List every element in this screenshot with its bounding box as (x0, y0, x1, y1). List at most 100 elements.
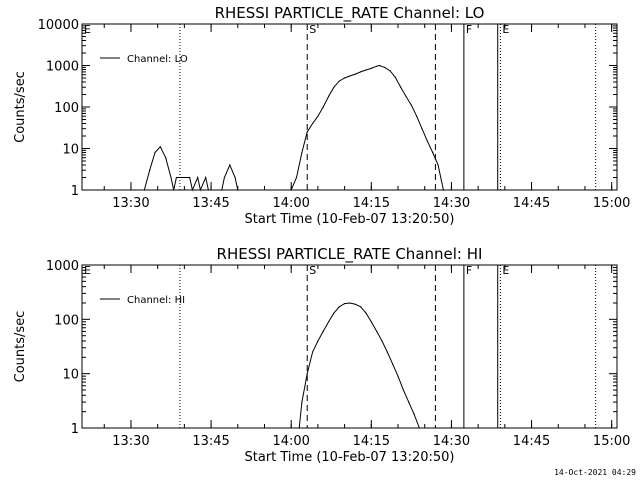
data-point (306, 373, 308, 375)
y-axis-label: Counts/sec (13, 311, 28, 383)
data-point (149, 169, 151, 171)
data-point (301, 151, 303, 154)
chart-title: RHESSI PARTICLE_RATE Channel: HI (217, 245, 483, 264)
data-point (408, 401, 410, 403)
data-point (306, 131, 308, 133)
data-point (376, 65, 378, 67)
data-point (437, 164, 439, 166)
data-point (223, 176, 225, 179)
data-point (405, 95, 407, 97)
data-point (426, 140, 428, 142)
data-point (418, 427, 420, 429)
data-point (199, 189, 201, 191)
data-point (298, 427, 300, 429)
y-tick-label: 1000 (46, 259, 79, 274)
x-tick-label: 15:00 (593, 196, 630, 211)
data-point (234, 176, 236, 179)
event-marker-f: F (466, 23, 472, 36)
data-point (416, 115, 418, 117)
x-tick-label: 13:45 (192, 434, 229, 449)
x-tick-label: 14:15 (353, 434, 390, 449)
generation-timestamp: 14-Oct-2021 04:29 (554, 468, 636, 477)
chart-title: RHESSI PARTICLE_RATE Channel: LO (215, 4, 485, 23)
data-point (317, 340, 319, 342)
event-marker-e: E (84, 264, 91, 277)
data-point (165, 157, 167, 159)
chart-panel-lo: RHESSI PARTICLE_RATE Channel: LO 13:30 13:… (13, 4, 630, 227)
data-point (402, 389, 404, 391)
data-point (370, 321, 372, 323)
x-axis-label: Start Time (10-Feb-07 13:20:50) (245, 450, 455, 465)
data-point (312, 122, 314, 125)
x-tick-label: 13:30 (112, 196, 149, 211)
data-point (370, 67, 372, 69)
data-point (354, 303, 356, 305)
data-point (175, 176, 177, 179)
data-point (376, 330, 378, 332)
x-tick-label: 14:45 (513, 196, 550, 211)
data-point (365, 69, 367, 71)
data-point (237, 189, 239, 191)
data-point (394, 76, 396, 78)
x-tick-label: 15:00 (593, 434, 630, 449)
data-point (421, 128, 423, 130)
data-point (333, 86, 335, 88)
legend-entry: Channel: HI (127, 295, 185, 306)
x-tick-label: 14:30 (433, 434, 470, 449)
x-tick-label: 14:30 (433, 196, 470, 211)
plot-frame (81, 23, 618, 191)
data-point (389, 70, 391, 72)
data-point (229, 164, 231, 166)
data-point (143, 189, 145, 191)
y-tick-label: 1 (71, 422, 79, 437)
data-point (221, 189, 223, 191)
data-point (365, 312, 367, 314)
y-axis-label: Counts/sec (13, 71, 28, 143)
data-point (189, 176, 191, 179)
data-point (191, 189, 193, 191)
data-point (349, 75, 351, 77)
series-line-channel-lo (143, 64, 444, 192)
y-tick-label: 10000 (38, 18, 79, 33)
series-line-channel-hi (298, 302, 420, 429)
data-point (413, 413, 415, 415)
legend-entry: Channel: LO (127, 54, 188, 65)
data-point (205, 176, 207, 179)
data-point (197, 176, 199, 179)
data-point (386, 351, 388, 353)
plot-frame (81, 264, 618, 429)
event-marker-e: E (84, 23, 91, 36)
data-point (360, 71, 362, 73)
chart-panel-hi: RHESSI PARTICLE_RATE Channel: HI 13:30 13:… (13, 245, 630, 465)
data-point (349, 302, 351, 304)
data-point (400, 86, 402, 88)
y-tick-label: 1 (71, 184, 79, 199)
y-tick-label: 10 (62, 143, 79, 158)
data-point (410, 104, 412, 106)
event-marker-e: E (502, 264, 509, 277)
x-tick-label: 14:45 (513, 434, 550, 449)
data-point (159, 146, 161, 148)
x-tick-label: 14:00 (272, 196, 309, 211)
x-axis-label: Start Time (10-Feb-07 13:20:50) (245, 212, 455, 227)
event-marker-s: S (309, 23, 316, 36)
data-point (328, 95, 330, 97)
y-tick-label: 100 (54, 313, 79, 328)
data-point (397, 375, 399, 377)
data-point (378, 64, 380, 67)
data-point (333, 312, 335, 314)
data-point (207, 189, 209, 191)
event-marker-e: E (502, 23, 509, 36)
data-point (312, 351, 314, 353)
data-point (354, 73, 356, 75)
y-tick-label: 10 (62, 368, 79, 383)
data-point (432, 151, 434, 154)
x-tick-label: 13:30 (112, 434, 149, 449)
data-point (344, 77, 346, 79)
data-point (344, 303, 346, 305)
event-marker-s: S (309, 264, 316, 277)
data-point (173, 189, 175, 191)
data-point (322, 106, 324, 108)
data-point (442, 189, 444, 191)
